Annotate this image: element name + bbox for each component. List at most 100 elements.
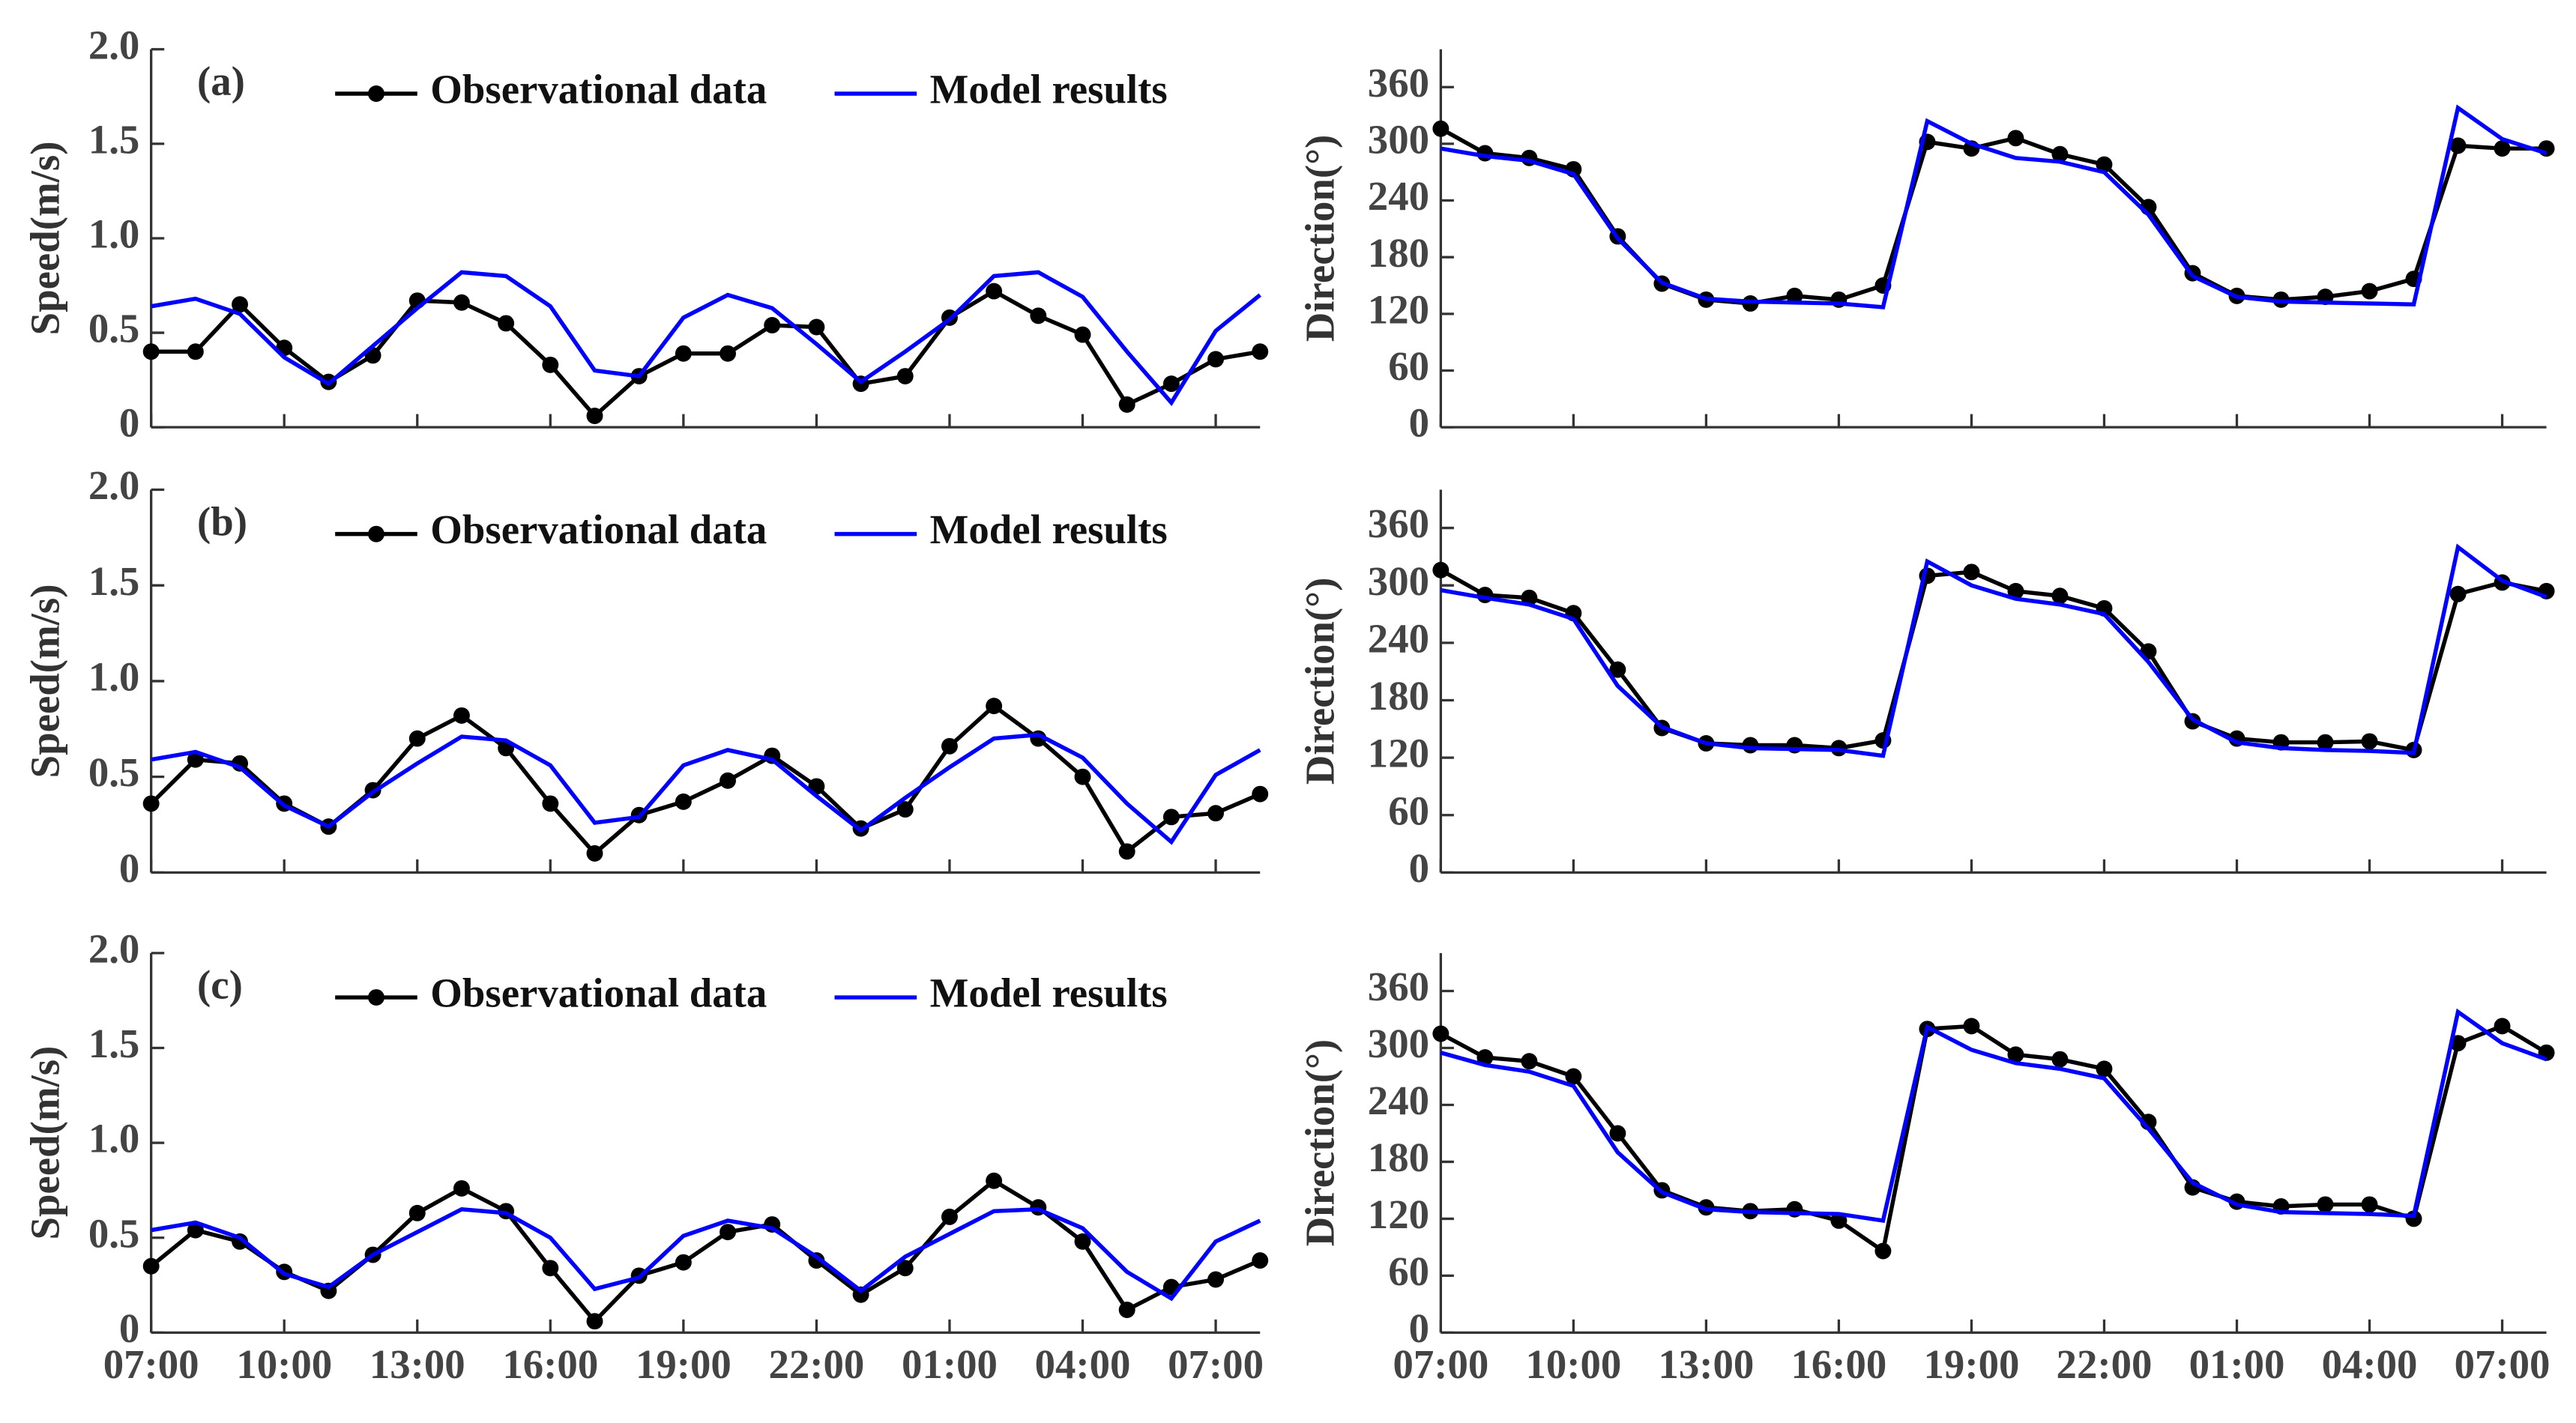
data-point	[2096, 156, 2113, 173]
y-tick-label: 1.0	[88, 654, 139, 700]
data-point	[586, 408, 603, 424]
y-tick-label: 1.5	[88, 558, 139, 604]
data-point	[1252, 785, 1269, 803]
legend-label: Model results	[930, 67, 1168, 112]
series-line	[1440, 1008, 2548, 1224]
data-point	[720, 1224, 736, 1241]
series-line	[1440, 568, 2548, 753]
y-tick-label: 180	[1368, 230, 1429, 276]
data-point	[1207, 1271, 1225, 1288]
legend-label: Model results	[930, 507, 1168, 552]
data-point	[1118, 843, 1135, 860]
data-point	[2449, 585, 2467, 602]
x-tick-label: 07:00	[103, 1341, 199, 1387]
legend-marker	[368, 989, 384, 1006]
y-tick-label: 120	[1368, 731, 1429, 776]
legend-label: Observational data	[430, 67, 767, 112]
data-point	[2096, 1060, 2113, 1078]
data-point	[986, 698, 1003, 715]
y-tick-label: 0.5	[88, 306, 139, 351]
data-point	[808, 318, 825, 336]
data-point	[1963, 1018, 1980, 1035]
y-tick-label: 240	[1368, 1078, 1429, 1123]
data-point	[941, 1208, 958, 1225]
y-tick-label: 300	[1368, 1021, 1429, 1066]
x-tick-label: 16:00	[1791, 1341, 1887, 1387]
data-point	[675, 793, 692, 810]
data-point	[2317, 1196, 2334, 1213]
data-point	[1162, 809, 1180, 826]
y-tick-label: 60	[1388, 1248, 1429, 1294]
panel-label: (a)	[197, 58, 245, 104]
y-tick-label: 180	[1368, 673, 1429, 719]
data-point	[586, 845, 603, 862]
data-point	[852, 1286, 869, 1303]
series-line	[1440, 543, 2548, 758]
panel-label: (c)	[197, 962, 243, 1008]
data-point	[720, 345, 736, 362]
data-point	[675, 1254, 692, 1271]
data-point	[1118, 1302, 1135, 1318]
data-point	[2494, 140, 2511, 157]
legend-label: Model results	[930, 970, 1168, 1016]
series-line	[151, 270, 1261, 406]
data-point	[1609, 1125, 1626, 1142]
data-point	[1565, 1068, 1582, 1085]
series-line	[149, 703, 1261, 856]
data-point	[1609, 661, 1626, 678]
data-point	[1162, 375, 1180, 393]
y-tick-label: 0	[1409, 1305, 1429, 1351]
data-point	[142, 1257, 160, 1275]
data-point	[498, 315, 515, 332]
data-point	[2051, 1051, 2069, 1068]
data-point	[542, 356, 559, 373]
legend-label: Observational data	[430, 970, 767, 1016]
data-point	[1963, 564, 1980, 581]
y-axis-label: Speed(m/s)	[22, 1046, 67, 1240]
data-point	[408, 1204, 426, 1221]
x-tick-label: 10:00	[1525, 1341, 1621, 1387]
data-point	[986, 1172, 1003, 1189]
data-point	[1252, 343, 1269, 360]
data-point	[1432, 561, 1450, 578]
data-point	[453, 294, 470, 311]
data-point	[2449, 137, 2467, 154]
data-point	[1252, 1252, 1269, 1269]
y-tick-label: 0.5	[88, 1210, 139, 1256]
data-point	[142, 343, 160, 360]
legend-marker	[368, 85, 384, 102]
y-tick-label: 1.5	[88, 1021, 139, 1066]
data-point	[2494, 1018, 2511, 1035]
data-point	[2317, 734, 2334, 751]
y-tick-label: 60	[1388, 788, 1429, 833]
y-tick-label: 2.0	[88, 22, 139, 67]
data-point	[586, 1313, 603, 1330]
data-point	[1432, 120, 1450, 137]
y-tick-label: 120	[1368, 1191, 1429, 1237]
data-point	[542, 795, 559, 812]
y-tick-label: 0	[119, 1305, 139, 1351]
data-point	[1476, 1049, 1494, 1066]
data-point	[1118, 396, 1135, 413]
x-tick-label: 01:00	[2189, 1341, 2285, 1387]
data-point	[542, 1260, 559, 1277]
data-point	[896, 368, 914, 385]
x-tick-label: 19:00	[1924, 1341, 2020, 1387]
x-tick-label: 04:00	[2322, 1341, 2418, 1387]
x-tick-label: 16:00	[502, 1341, 598, 1387]
x-tick-label: 01:00	[902, 1341, 998, 1387]
y-axis-label: Direction(°)	[1297, 135, 1342, 342]
legend-marker	[368, 525, 384, 543]
data-point	[1074, 768, 1091, 785]
data-point	[1521, 1053, 1538, 1070]
data-point	[675, 345, 692, 362]
data-point	[1074, 1233, 1091, 1250]
data-point	[453, 1179, 470, 1197]
y-tick-label: 2.0	[88, 462, 139, 508]
y-tick-label: 180	[1368, 1135, 1429, 1180]
data-point	[187, 343, 204, 360]
data-point	[1030, 307, 1047, 324]
y-tick-label: 360	[1368, 501, 1429, 546]
y-tick-label: 0	[1409, 400, 1429, 446]
data-point	[720, 772, 736, 789]
